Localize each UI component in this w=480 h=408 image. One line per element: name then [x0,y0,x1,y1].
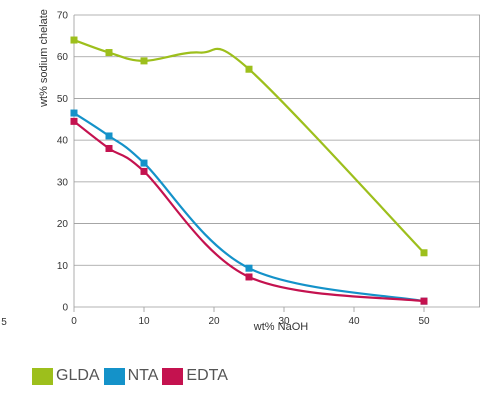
x-tick-label: 20 [208,316,220,327]
y-tick-label: 20 [57,219,69,230]
x-tick-label: 50 [418,316,430,327]
legend-swatch-glda [32,367,53,385]
data-point-nta [70,109,78,117]
y-tick-label: 50 [57,94,69,105]
data-point-nta [105,132,113,140]
legend-swatch-nta [103,367,125,385]
series-lines [72,38,426,303]
legend-item-nta: NTA [103,367,159,385]
data-point-edta [70,117,78,125]
y-tick-label: 40 [57,136,69,147]
legend-swatch-edta [162,367,184,385]
x-tick-label: 10 [138,316,150,327]
y-tick-label: 0 [62,303,68,314]
data-point-edta [105,144,113,152]
series-line-nta [72,111,426,303]
x-tick-label: 30 [278,316,290,327]
y-tick-label: 60 [57,52,69,63]
legend-label-edta: EDTA [186,367,228,384]
line-chart: 0 10 20 30 40 50 60 70 0 10 20 30 40 50 wt% NaOH wt% … [1,9,480,333]
data-point-edta [140,167,148,175]
data-point-edta [420,297,428,305]
data-point-glda [70,36,78,44]
legend-item-glda: GLDA [32,367,100,385]
y-tick-label: 10 [57,261,69,272]
data-point-nta [140,159,148,167]
x-tick-label: 40 [348,316,360,327]
data-point-glda [420,249,428,257]
data-point-glda [245,65,253,73]
y-axis-label: wt% sodium chelate [38,9,50,108]
y-tick-label: 70 [57,11,69,22]
legend-label-glda: GLDA [56,367,100,384]
stray-tick-label: 5 [1,317,7,328]
x-axis-label: wt% NaOH [253,321,308,333]
y-tick-label: 30 [57,177,69,188]
data-markers [70,36,428,305]
data-point-nta [245,264,253,272]
data-point-glda [140,57,148,65]
legend-label-nta: NTA [127,367,159,384]
data-point-edta [245,273,253,281]
legend: GLDA NTA EDTA [32,367,232,385]
x-tick-label: 0 [71,316,77,327]
tick-labels: 0 10 20 30 40 50 60 70 0 10 20 30 40 50 [57,11,430,328]
legend-item-edta: EDTA [162,367,228,385]
data-point-glda [105,49,113,57]
grid-lines [74,14,480,308]
